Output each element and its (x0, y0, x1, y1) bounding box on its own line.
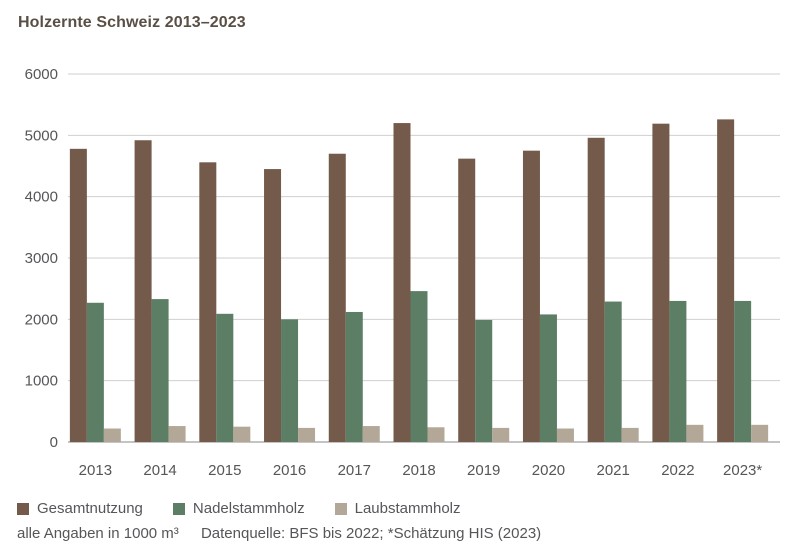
bar-laubstammholz-2022 (686, 424, 704, 442)
bar-gesamtnutzung-2013 (69, 148, 87, 442)
bar-nadelstammholz-2016 (281, 319, 299, 442)
units-note: alle Angaben in 1000 m³ (17, 525, 179, 542)
x-tick-label: 2013 (79, 462, 112, 479)
bar-laubstammholz-2015 (233, 426, 251, 442)
bar-laubstammholz-2020 (556, 428, 574, 442)
bar-nadelstammholz-2013 (86, 302, 104, 442)
bar-nadelstammholz-2019 (475, 319, 493, 442)
bar-nadelstammholz-2018 (410, 291, 428, 442)
x-tick-label: 2023* (723, 462, 762, 479)
y-axis-ticks: 0 1000 2000 3000 4000 5000 6000 (25, 66, 58, 451)
bar-gesamtnutzung-2021 (587, 137, 605, 442)
bar-gesamtnutzung-2017 (328, 153, 346, 442)
bar-gesamtnutzung-2016 (264, 169, 282, 443)
x-tick-label: 2016 (273, 462, 306, 479)
source-note: Datenquelle: BFS bis 2022; *Schätzung HI… (200, 525, 542, 542)
bar-gesamtnutzung-2022 (652, 123, 670, 443)
y-tick-label: 1000 (25, 373, 58, 390)
bar-nadelstammholz-2014 (151, 299, 169, 442)
y-tick-label: 0 (50, 434, 58, 451)
legend-label: Laubstammholz (354, 500, 461, 517)
bar-nadelstammholz-2022 (669, 300, 687, 442)
bar-gesamtnutzung-2015 (199, 162, 217, 442)
bar-gesamtnutzung-2023 (717, 119, 735, 443)
x-tick-label: 2018 (402, 462, 435, 479)
bar-laubstammholz-2019 (492, 427, 510, 442)
legend-item-laubstammholz: Laubstammholz (334, 500, 461, 517)
legend-item-nadelstammholz: Nadelstammholz (172, 500, 305, 517)
bar-nadelstammholz-2015 (216, 313, 234, 442)
bars (69, 119, 769, 443)
bar-gesamtnutzung-2014 (134, 140, 152, 443)
bar-laubstammholz-2018 (427, 427, 445, 442)
legend-label: Nadelstammholz (192, 500, 305, 517)
y-tick-label: 2000 (25, 311, 58, 328)
bar-gesamtnutzung-2018 (393, 123, 411, 443)
bar-nadelstammholz-2020 (539, 314, 557, 442)
bar-laubstammholz-2014 (168, 426, 186, 442)
bar-laubstammholz-2023 (751, 424, 769, 442)
bar-laubstammholz-2021 (621, 427, 639, 442)
y-tick-label: 6000 (25, 66, 58, 83)
bar-laubstammholz-2013 (103, 428, 121, 442)
x-tick-label: 2021 (596, 462, 629, 479)
legend-swatch (334, 502, 347, 515)
bar-laubstammholz-2016 (298, 427, 316, 442)
x-tick-label: 2014 (143, 462, 176, 479)
x-tick-label: 2019 (467, 462, 500, 479)
legend-item-gesamtnutzung: Gesamtnutzung (17, 500, 143, 517)
y-tick-label: 5000 (25, 127, 58, 144)
y-tick-label: 3000 (25, 250, 58, 267)
footnote: alle Angaben in 1000 m³ Datenquelle: BFS… (17, 525, 559, 542)
bar-laubstammholz-2017 (362, 426, 380, 442)
x-tick-label: 2015 (208, 462, 241, 479)
x-tick-label: 2020 (532, 462, 565, 479)
bar-nadelstammholz-2023 (734, 300, 752, 442)
x-tick-label: 2022 (661, 462, 694, 479)
bar-nadelstammholz-2021 (604, 301, 622, 442)
bar-nadelstammholz-2017 (345, 311, 363, 442)
legend-swatch (172, 502, 185, 515)
legend-swatch (17, 502, 29, 515)
bar-gesamtnutzung-2020 (522, 150, 540, 442)
y-tick-label: 4000 (25, 189, 58, 206)
bar-gesamtnutzung-2019 (458, 158, 476, 442)
x-axis-ticks: 2013 2014 2015 2016 2017 2018 2019 2020 2021 2022… (79, 462, 763, 479)
chart-title: Holzernte Schweiz 2013–2023 (18, 14, 246, 31)
legend: Gesamtnutzung Nadelstammholz Laubstammho… (17, 500, 491, 517)
legend-label: Gesamtnutzung (37, 500, 143, 517)
x-tick-label: 2017 (338, 462, 371, 479)
